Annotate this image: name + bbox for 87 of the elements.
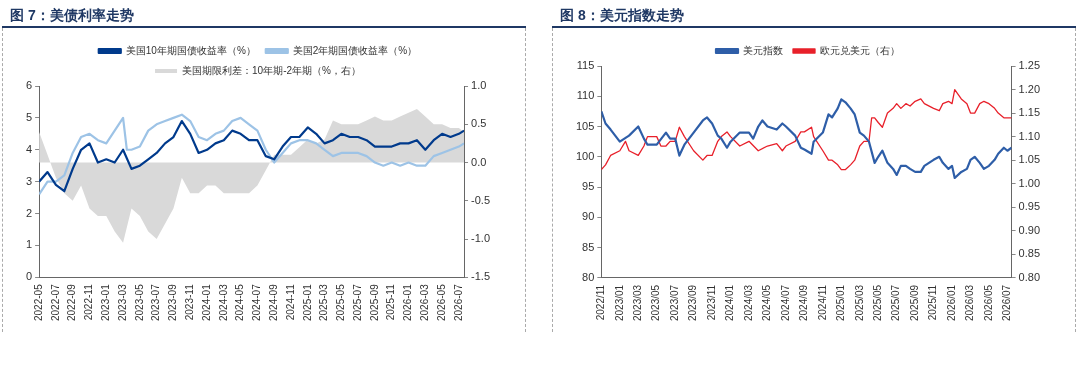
x-tick-label: 2026/07: [1001, 284, 1013, 322]
y2-tick-label: 0.90: [1018, 223, 1041, 236]
x-tick-label: 2025-09: [368, 283, 380, 321]
legend-label: 欧元兑美元（右）: [820, 44, 900, 56]
x-tick-label: 2022/11: [595, 284, 607, 321]
y2-tick-label: 1.10: [1018, 129, 1041, 142]
x-tick-label: 2022-05: [32, 283, 44, 321]
legend-label: 美国10年期国债收益率（%）: [125, 44, 256, 56]
legend-label: 美国2年期国债收益率（%）: [292, 44, 418, 56]
x-tick-label: 2025-03: [318, 283, 330, 321]
x-tick-label: 2024/09: [798, 284, 810, 322]
x-tick-label: 2026-01: [402, 283, 414, 321]
x-tick-label: 2026-03: [419, 283, 431, 321]
y-tick-label: 3: [25, 174, 33, 187]
x-tick-label: 2022-09: [66, 283, 78, 321]
x-tick-label: 2023/09: [687, 284, 699, 322]
x-tick-label: 2025-01: [301, 283, 313, 321]
y2-tick-label: 1.15: [1018, 106, 1041, 119]
x-tick-label: 2024-11: [284, 283, 296, 321]
x-tick-label: 2023-07: [150, 283, 162, 321]
y-tick-label: 5: [25, 110, 33, 123]
x-tick-label: 2025/01: [835, 284, 847, 322]
x-tick-label: 2023-11: [183, 283, 195, 321]
x-tick-label: 2025/11: [927, 284, 939, 321]
x-tick-label: 2023/11: [705, 284, 717, 321]
y-tick-label: 105: [575, 119, 595, 132]
x-tick-label: 2025/09: [908, 284, 920, 322]
x-tick-label: 2023-03: [116, 283, 128, 321]
x-tick-label: 2025/05: [871, 284, 883, 322]
x-tick-label: 2025-11: [385, 283, 397, 321]
y2-tick-label: -1.0: [471, 232, 491, 245]
x-tick-label: 2026/05: [982, 284, 994, 322]
x-tick-label: 2023/03: [632, 284, 644, 322]
x-tick-label: 2026-07: [452, 283, 464, 321]
y2-tick-label: 0.95: [1018, 200, 1041, 213]
x-tick-label: 2023-09: [167, 283, 179, 321]
x-tick-label: 2024-09: [267, 283, 279, 321]
x-tick-label: 2024/03: [742, 284, 754, 322]
chart-title: 图 8：美元指数走势: [552, 0, 1076, 28]
y2-tick-label: 1.25: [1018, 59, 1041, 72]
y-tick-label: 95: [582, 180, 595, 193]
y-tick-label: 110: [576, 89, 595, 102]
x-tick-label: 2023/07: [668, 284, 680, 322]
y-tick-label: 2: [25, 206, 33, 219]
x-tick-label: 2026-05: [435, 283, 447, 321]
x-tick-label: 2024/01: [724, 284, 736, 322]
x-tick-label: 2023-05: [133, 283, 145, 321]
y2-tick-label: 1.20: [1018, 82, 1041, 95]
y-tick-label: 100: [575, 149, 595, 162]
y2-tick-label: 0.80: [1018, 270, 1041, 283]
x-tick-label: 2026/01: [945, 284, 957, 322]
x-tick-label: 2022-07: [49, 283, 61, 321]
y-tick-label: 0: [25, 270, 33, 283]
chart-title: 图 7：美债利率走势: [2, 0, 526, 28]
x-tick-label: 2024/11: [816, 284, 828, 321]
x-tick-label: 2025/07: [890, 284, 902, 322]
x-tick-label: 2023/05: [650, 284, 662, 322]
y2-tick-label: 0.5: [471, 117, 487, 130]
x-tick-label: 2024-07: [251, 283, 263, 321]
x-tick-label: 2024-03: [217, 283, 229, 321]
y2-tick-label: 1.00: [1018, 176, 1041, 189]
y-tick-label: 115: [576, 59, 595, 72]
x-tick-label: 2024/07: [779, 284, 791, 322]
y2-tick-label: -0.5: [471, 193, 491, 206]
x-tick-label: 2025-07: [351, 283, 363, 321]
x-tick-label: 2024-01: [200, 283, 212, 321]
y-tick-label: 80: [582, 270, 595, 283]
y-tick-label: 6: [25, 79, 33, 92]
y2-tick-label: 0.0: [471, 155, 487, 168]
y-tick-label: 4: [25, 142, 33, 155]
x-tick-label: 2024-05: [234, 283, 246, 321]
x-tick-label: 2025-05: [335, 283, 347, 321]
x-tick-label: 2022-11: [83, 283, 95, 321]
y2-tick-label: -1.5: [471, 270, 491, 283]
y-tick-label: 85: [582, 240, 595, 253]
x-tick-label: 2026/03: [964, 284, 976, 322]
y2-tick-label: 1.0: [471, 79, 487, 92]
y2-tick-label: 0.85: [1018, 247, 1041, 260]
y-tick-label: 1: [25, 238, 33, 251]
x-tick-label: 2025/03: [853, 284, 865, 322]
x-tick-label: 2024/05: [761, 284, 773, 322]
y-tick-label: 90: [582, 210, 595, 223]
y2-tick-label: 1.05: [1018, 153, 1041, 166]
legend-label: 美国期限利差：10年期-2年期（%，右）: [182, 64, 361, 76]
x-tick-label: 2023/01: [613, 284, 625, 322]
x-tick-label: 2023-01: [100, 283, 112, 321]
legend-label: 美元指数: [743, 44, 783, 56]
